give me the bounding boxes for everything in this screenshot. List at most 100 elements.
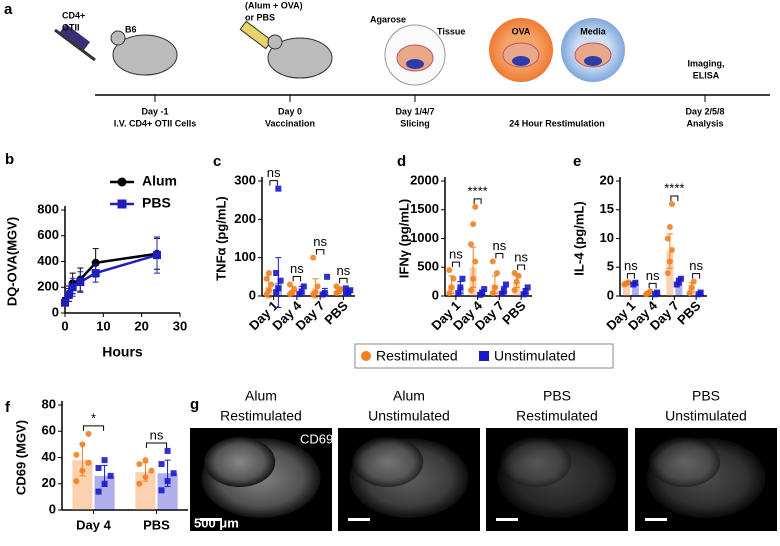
data-point: [632, 279, 639, 286]
data-point: [491, 284, 498, 291]
data-point: [647, 288, 654, 295]
data-point: [76, 278, 85, 287]
data-point: [500, 287, 507, 294]
data-point: [101, 480, 108, 487]
data-point: [515, 272, 522, 279]
bracket: [648, 282, 657, 289]
image-title: Alum: [245, 388, 277, 404]
mouse-ear: [267, 34, 283, 50]
y-axis-label: CD69 (MGV): [13, 420, 28, 495]
data-point: [524, 284, 531, 291]
data-point: [446, 267, 453, 274]
label: Agarose: [370, 14, 406, 24]
image-panel: g Alum Restimulated Alum Unstimulated PBS Res…: [190, 388, 777, 531]
x-tick-label: PBS: [674, 298, 704, 328]
data-point: [668, 247, 675, 253]
data-point: [275, 285, 282, 292]
bracket: [692, 273, 701, 279]
slice-core: [584, 56, 602, 66]
y-tick-label: 0: [49, 501, 56, 516]
y-tick-label: 500: [417, 259, 439, 274]
y-tick-label: 600: [37, 227, 59, 242]
y-tick-label: 0: [432, 287, 439, 302]
data-point: [472, 258, 479, 265]
slice-core: [406, 59, 424, 69]
bracket: [670, 195, 679, 201]
x-tick-label: Day 4: [76, 517, 111, 532]
data-point: [468, 287, 475, 294]
x-tick-label: 0: [61, 318, 68, 333]
data-point: [95, 488, 102, 495]
data-point: [470, 275, 477, 282]
data-point: [489, 258, 496, 265]
data-point: [268, 281, 275, 288]
timeline-event: Analysis: [686, 118, 723, 128]
data-point: [265, 270, 272, 276]
mouse: [112, 34, 178, 76]
bracket: [495, 253, 504, 259]
data-point: [91, 269, 100, 278]
annotation: ns: [646, 268, 660, 283]
annotation: ns: [514, 249, 528, 264]
data-point: [333, 283, 340, 290]
scale-bar: [645, 518, 667, 521]
bracket: [145, 442, 168, 448]
data-point: [95, 465, 102, 471]
data-point: [502, 281, 509, 288]
legend-label: Restimulated: [376, 348, 458, 364]
x-tick-label: 30: [173, 318, 187, 333]
data-point: [312, 289, 319, 296]
data-point: [666, 258, 673, 265]
data-point: [107, 472, 114, 479]
y-tick-label: 100: [234, 249, 256, 264]
timeline-day: Day 0: [278, 106, 302, 116]
y-axis-label: IFNγ (pg/mL): [396, 199, 411, 278]
data-point: [136, 461, 143, 468]
bracket: [339, 277, 348, 284]
data-point: [481, 286, 488, 293]
data-point: [688, 284, 695, 291]
y-tick-label: 0: [52, 304, 59, 319]
annotation: ns: [150, 427, 164, 442]
data-point: [513, 278, 520, 285]
x-tick-label: PBS: [321, 298, 351, 328]
y-tick-label: 80: [42, 396, 56, 411]
legend-marker: [361, 351, 371, 361]
data-point: [342, 285, 349, 292]
data-point: [666, 224, 673, 230]
timeline-day: Day 2/5/8: [685, 106, 724, 116]
legend: Restimulated Unstimulated: [354, 343, 614, 369]
scale-bar: [200, 518, 222, 521]
bracket: [315, 249, 325, 255]
schematic: a CD4+ OTII B6 (Alum + OVA) or PBS Agaro…: [4, 0, 770, 128]
bar: [675, 281, 683, 296]
data-point: [455, 290, 462, 297]
data-point: [511, 270, 518, 276]
data-point: [101, 457, 108, 464]
tissue: [204, 437, 276, 487]
x-axis-label: Hours: [102, 344, 143, 360]
bar: [631, 283, 639, 296]
label: Imaging,: [687, 58, 724, 68]
data-point: [697, 289, 704, 296]
data-point: [117, 177, 127, 187]
image-title: Restimulated: [516, 408, 598, 424]
panel-letter: g: [190, 396, 199, 413]
annotation: ns: [493, 238, 507, 253]
y-tick-label: 200: [234, 211, 256, 226]
y-tick-label: 2000: [410, 172, 439, 187]
bar: [72, 460, 93, 510]
data-point: [677, 275, 684, 282]
data-point: [61, 298, 69, 307]
y-tick-label: 200: [37, 279, 59, 294]
y-tick-label: 20: [42, 475, 56, 490]
legend-label: Unstimulated: [494, 348, 576, 364]
data-point: [273, 289, 280, 296]
data-point: [263, 275, 270, 282]
timeline-event: Slicing: [400, 118, 430, 128]
mouse-ear: [110, 30, 126, 46]
image-title: PBS: [543, 388, 571, 404]
bracket: [473, 198, 482, 204]
syringe-body: [239, 20, 273, 50]
data-point: [273, 270, 280, 276]
